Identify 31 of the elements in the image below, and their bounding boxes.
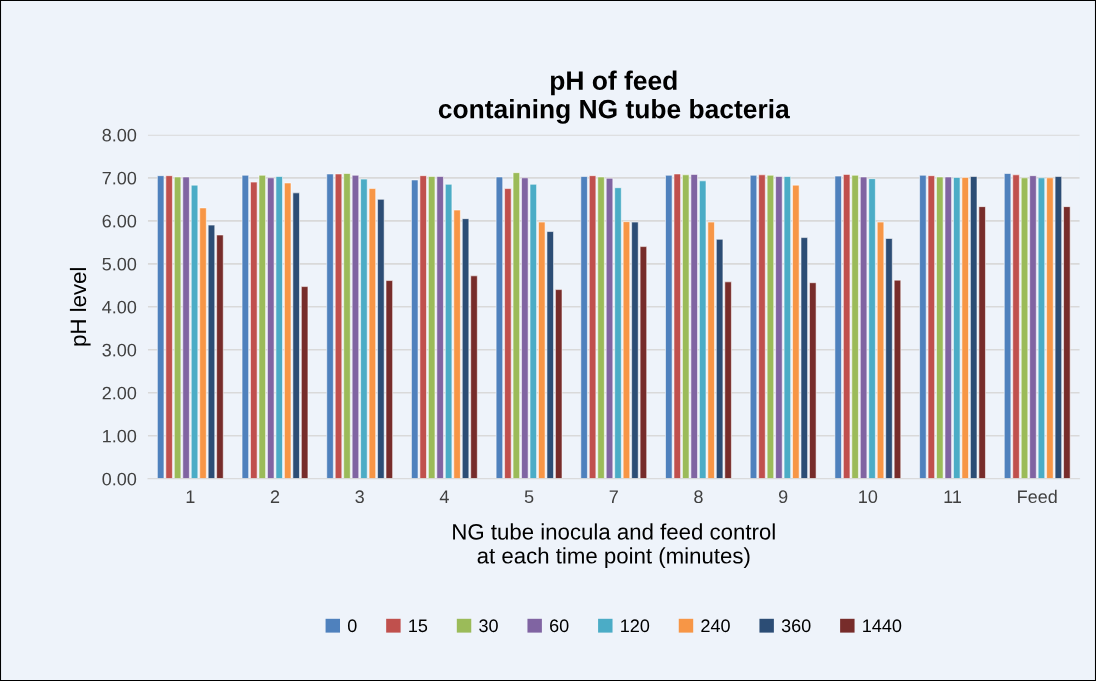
y-tick-label: 5.00	[102, 257, 137, 271]
legend-label: 30	[479, 619, 498, 633]
x-tick-label: 9	[778, 490, 788, 504]
x-tick-label: 8	[694, 490, 703, 504]
chart-title: pH of feed containing NG tube bacteria	[438, 70, 790, 124]
y-tick-label: 1.00	[103, 429, 137, 443]
x-tick-label: 3	[355, 490, 364, 504]
legend-label: 120	[621, 619, 650, 633]
legend-label: 1440	[863, 619, 902, 633]
x-tick-label: 10	[859, 490, 878, 504]
legend-label: 360	[781, 619, 811, 633]
y-tick-label: 0.00	[102, 472, 137, 486]
legend-label: 240	[701, 619, 730, 633]
x-tick-label: 2	[270, 490, 280, 503]
x-tick-label: Feed	[1018, 489, 1057, 504]
x-tick-label: 11	[944, 490, 962, 503]
x-tick-label: 5	[524, 490, 534, 504]
y-tick-label: 2.00	[102, 386, 137, 400]
y-axis-title: pH level	[69, 268, 91, 346]
x-tick-label: 1	[186, 490, 195, 503]
y-tick-label: 4.00	[102, 300, 137, 314]
y-tick-label: 7.00	[102, 171, 137, 185]
x-tick-label: 7	[609, 490, 618, 503]
y-tick-label: 6.00	[102, 214, 137, 228]
legend-label: 60	[550, 619, 569, 633]
x-axis-title: NG tube inocula and feed control at each time point (minutes)	[453, 523, 775, 568]
y-tick-label: 3.00	[102, 343, 137, 357]
x-tick-label: 4	[439, 490, 449, 503]
legend-label: 0	[347, 619, 357, 633]
y-tick-label: 8.00	[102, 128, 137, 142]
legend-label: 15	[409, 619, 428, 633]
